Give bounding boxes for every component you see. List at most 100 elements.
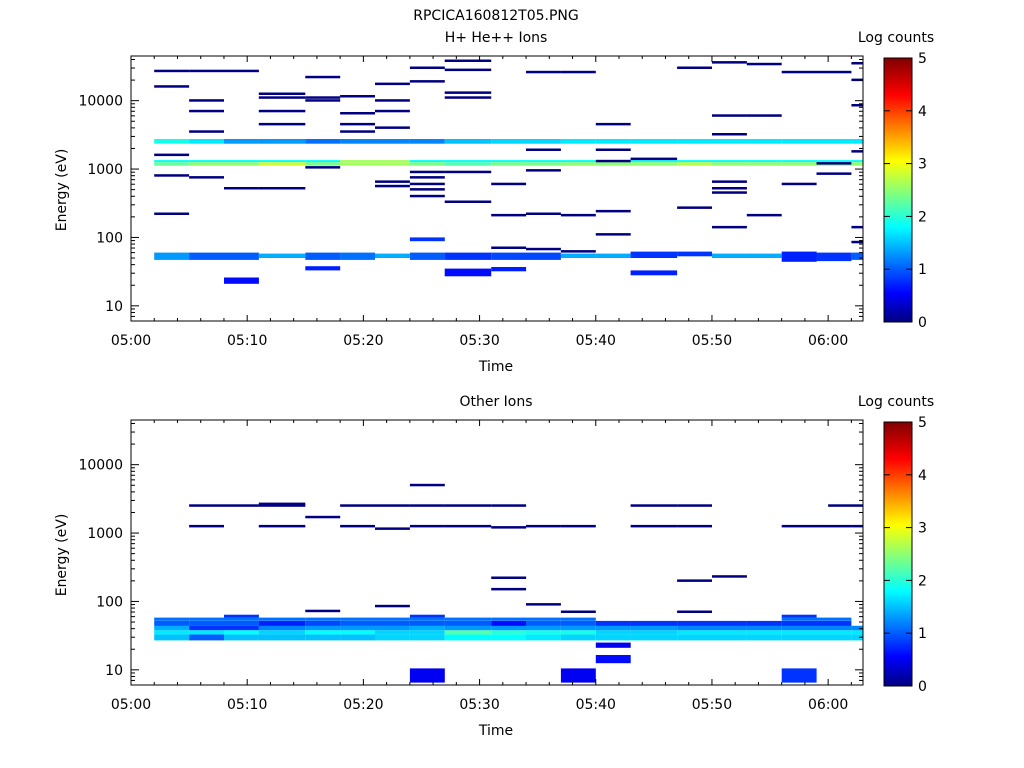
heatmap-line: [712, 114, 747, 117]
heatmap-cell: [712, 625, 747, 631]
heatmap-cell: [816, 625, 852, 631]
heatmap-cell: [595, 162, 631, 166]
heatmap-cell: [340, 139, 375, 144]
heatmap-cell: [409, 139, 445, 144]
heatmap-line: [491, 504, 527, 507]
heatmap-cell: [595, 620, 631, 626]
heatmap-line: [712, 191, 747, 194]
heatmap-cell: [154, 630, 190, 635]
heatmap-line: [526, 169, 561, 172]
x-tick-label: 05:20: [343, 697, 383, 713]
heatmap-cell: [154, 252, 190, 260]
heatmap-cell: [526, 620, 561, 626]
heatmap-cell: [630, 634, 678, 641]
heatmap-line: [305, 96, 341, 99]
heatmap-cell: [781, 162, 817, 166]
heatmap-cell: [630, 162, 678, 166]
heatmap-cell: [595, 634, 631, 641]
heatmap-cell: [224, 634, 259, 641]
heatmap-cell: [712, 160, 747, 163]
heatmap-line: [444, 96, 492, 99]
heatmap-cell: [560, 160, 596, 163]
y-tick-label: 10000: [78, 458, 123, 474]
heatmap-line: [305, 99, 341, 102]
heatmap-cell: [526, 625, 561, 631]
x-tick-label: 05:00: [111, 697, 151, 713]
heatmap-line: [409, 80, 445, 83]
heatmap-line: [258, 122, 306, 126]
colorbar: 0 1 2 3 4 5: [883, 415, 927, 695]
heatmap-cell: [851, 160, 863, 163]
colorbar-tick-label: 3: [918, 157, 927, 173]
heatmap-cell: [444, 268, 492, 277]
panel-h-he-ions: H+ He++ Ions Log counts 05:00 05:10 05:20 0…: [54, 30, 934, 375]
heatmap-cell: [491, 625, 527, 631]
heatmap-line: [409, 524, 445, 528]
heatmap-line: [630, 157, 678, 161]
heatmap-cell: [375, 253, 410, 258]
heatmap-cell: [560, 617, 596, 621]
heatmap-cell: [712, 620, 747, 626]
heatmap-cell: [189, 634, 224, 641]
heatmap-line: [712, 575, 747, 578]
heatmap-cell: [816, 634, 852, 641]
heatmap-line: [781, 524, 817, 528]
y-tick-label: 10: [105, 299, 123, 315]
heatmap-line: [375, 527, 410, 530]
x-tick-label: 05:50: [692, 697, 732, 713]
heatmap-line: [630, 504, 678, 507]
heatmap-line: [305, 609, 341, 613]
heatmap-line: [340, 504, 375, 507]
heatmap-line: [491, 246, 527, 249]
colorbar-gradient: [883, 421, 913, 687]
heatmap-cell: [851, 139, 863, 144]
heatmap-line: [305, 75, 341, 79]
heatmap-cell: [630, 251, 678, 258]
heatmap-line: [375, 109, 410, 113]
heatmap-cell: [816, 160, 852, 163]
heatmap-cell: [340, 252, 375, 260]
y-axis-label: Energy (eV): [54, 514, 70, 597]
heatmap-line: [258, 524, 306, 528]
heatmap-line: [340, 112, 375, 115]
heatmap-cell: [781, 259, 817, 262]
heatmap-line: [560, 213, 596, 217]
heatmap-cell: [491, 630, 527, 635]
panel-title: Other Ions: [459, 394, 532, 410]
colorbar-tick-label: 4: [918, 104, 927, 120]
heatmap-line: [746, 114, 782, 117]
heatmap-line: [154, 69, 190, 73]
heatmap-line: [746, 213, 782, 217]
heatmap-cell: [444, 160, 492, 163]
heatmap-cell: [560, 139, 596, 144]
heatmap-cell: [491, 252, 527, 260]
heatmap-cell: [677, 634, 712, 641]
heatmap-cell: [851, 162, 863, 166]
heatmap-cell: [746, 630, 782, 635]
colorbar-tick-label: 0: [918, 679, 927, 695]
heatmap-cell: [746, 160, 782, 163]
heatmap-line: [409, 483, 445, 487]
heatmap-line: [409, 182, 445, 186]
heatmap-line: [444, 68, 492, 72]
heatmap-line: [189, 176, 224, 179]
heatmap-line: [746, 62, 782, 66]
heatmap-line: [258, 502, 306, 506]
heatmap-cell: [851, 634, 863, 641]
y-axis-ticks: 10 100 1000 10000: [78, 58, 863, 322]
heatmap-cell: [305, 620, 341, 626]
heatmap-cell: [375, 617, 410, 621]
heatmap-cell: [746, 139, 782, 144]
heatmap-cell: [224, 617, 259, 621]
heatmap-cell: [224, 625, 259, 631]
heatmap-cell: [305, 617, 341, 621]
heatmap-line: [409, 66, 445, 69]
heatmap-cell: [491, 162, 527, 166]
heatmap-cell: [154, 634, 190, 641]
heatmap-area: [154, 59, 863, 284]
heatmap-cell: [375, 625, 410, 631]
heatmap-cell: [409, 634, 445, 641]
heatmap-line: [224, 187, 259, 190]
heatmap-cell: [258, 253, 306, 258]
